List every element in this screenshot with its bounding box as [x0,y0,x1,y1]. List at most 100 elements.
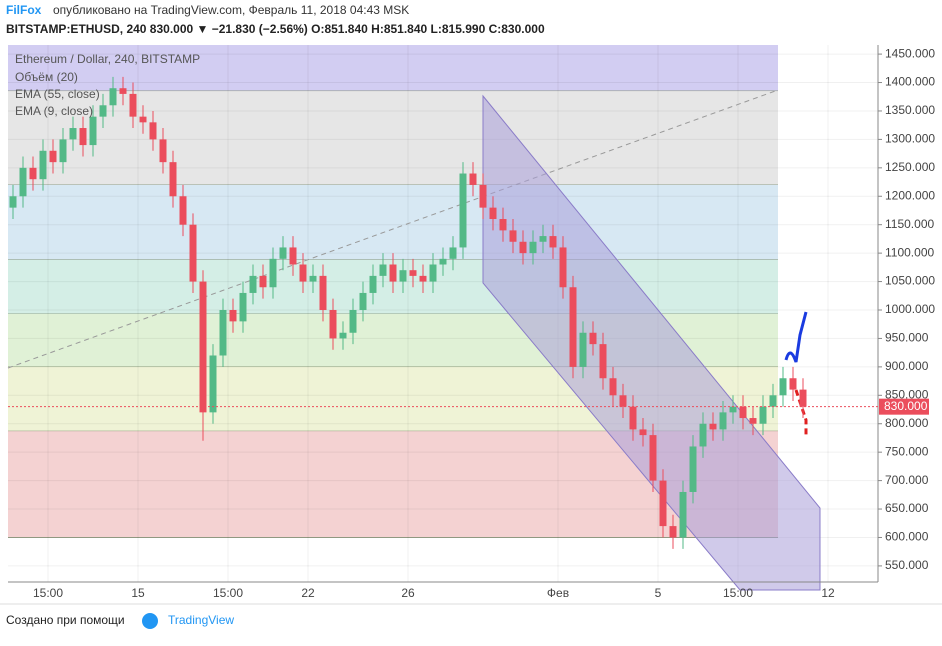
fib-zone [8,45,778,92]
candle-body [759,406,767,424]
candle-body [109,88,117,106]
candle-body [189,224,197,282]
candle-body [79,128,87,146]
candle-body [439,258,447,265]
legend-item: EMA (9, close) [15,104,93,118]
candle-body [199,281,207,413]
candle-body [469,173,477,185]
candle-body [619,395,627,407]
candle-body [229,310,237,322]
candle-body [459,173,467,248]
candle-body [239,292,247,322]
quote: BITSTAMP:ETHUSD, 240 830.000 ▼ −21.830 (… [6,22,545,36]
candle-body [329,310,337,339]
fib-zone [8,184,778,260]
candle-body [559,247,567,288]
candle-body [19,167,27,197]
candle-body [369,275,377,293]
candle-body [509,230,517,242]
x-tick-label: 22 [301,586,315,600]
y-tick-label: 1300.000 [885,132,935,146]
author: FilFox [6,3,42,17]
up-arrow [784,311,808,363]
x-tick-label: 15 [131,586,145,600]
candle-body [49,150,57,163]
candle-body [499,219,507,231]
candle-body [449,247,457,259]
candle-body [59,139,67,163]
candle-body [319,275,327,310]
brand-logo [142,613,158,629]
y-tick-label: 1400.000 [885,75,935,89]
candle-body [729,406,737,413]
candle-body [569,287,577,367]
y-tick-label: 1050.000 [885,274,935,288]
candle-body [379,264,387,276]
candle-body [769,395,777,407]
last-price-box [879,398,929,415]
candle-body [259,275,267,288]
y-tick-label: 700.000 [885,473,929,487]
y-tick-label: 1100.000 [885,245,934,259]
legend-item: EMA (55, close) [15,87,100,101]
x-tick-label: 15:00 [33,586,63,600]
x-tick-label: Фев [547,586,569,600]
candle-body [309,275,317,282]
candle-body [609,378,617,396]
candle-body [639,429,647,436]
candle-body [279,247,287,259]
candle-body [709,423,717,430]
candle-body [419,275,427,282]
y-tick-label: 1350.000 [885,103,935,117]
y-tick-label: 900.000 [885,359,929,373]
trend-line [7,89,779,369]
y-tick-label: 800.000 [885,416,929,430]
y-tick-label: 600.000 [885,530,929,544]
candle-body [219,310,227,356]
candle-body [139,116,147,123]
last-price-label: 830.000 [884,399,928,413]
y-tick-label: 950.000 [885,331,929,345]
y-tick-label: 750.000 [885,444,929,458]
annotations [7,89,821,591]
candle-body [789,378,797,390]
x-tick-label: 5 [655,586,662,600]
candle-body [529,241,537,254]
candle-body [29,167,37,180]
x-tick-label: 15:00 [213,586,243,600]
candle-body [359,292,367,310]
candle-body [579,332,587,367]
candle-body [479,184,487,208]
candle-body [149,122,157,140]
candle-body [669,526,677,538]
candle-body [549,236,557,248]
down-arrow [794,389,808,436]
candle-body [159,139,167,163]
y-tick-label: 650.000 [885,501,929,515]
x-tick-label: 26 [401,586,415,600]
candle-body [539,236,547,242]
candle-body [719,412,727,430]
candle-body [429,264,437,282]
footer-text: Создано при помощи [6,613,125,627]
candle-body [9,196,17,208]
y-tick-label: 1000.000 [885,302,935,316]
candle-body [169,162,177,197]
candle-body [129,93,137,117]
candle-body [99,105,107,117]
y-tick-label: 1250.000 [885,160,935,174]
brand[interactable]: TradingView [168,613,234,627]
candle-body [659,480,667,527]
legend-item: Объём (20) [15,70,78,84]
y-tick-label: 850.000 [885,387,929,401]
candle-body [799,389,807,407]
candle-body [69,128,77,140]
candle-body [689,446,697,492]
candle-body [209,355,217,413]
candle-body [649,435,657,481]
x-tick-label: 15:00 [723,586,753,600]
candle-body [699,423,707,447]
published: опубликовано на TradingView.com, Февраль… [53,3,409,17]
candle-body [289,247,297,265]
